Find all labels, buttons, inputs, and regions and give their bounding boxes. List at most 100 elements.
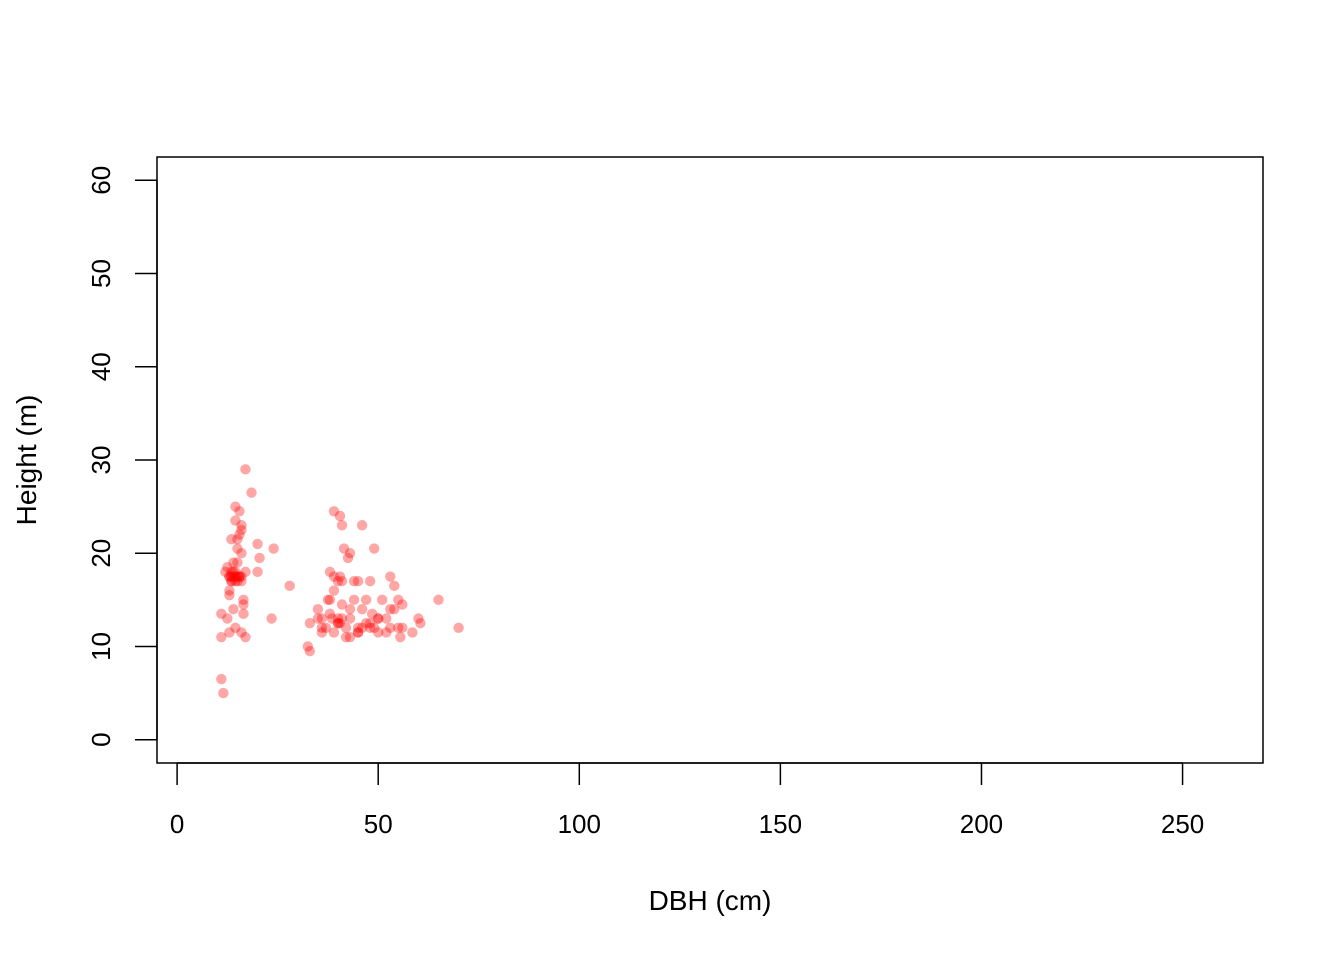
data-point xyxy=(320,622,332,634)
data-point xyxy=(385,603,396,615)
data-point xyxy=(228,566,239,578)
data-point xyxy=(226,566,237,578)
data-point xyxy=(407,627,418,638)
data-point xyxy=(226,534,237,545)
data-point xyxy=(352,627,364,638)
data-point xyxy=(352,622,364,634)
data-point xyxy=(252,566,263,578)
data-point xyxy=(415,617,426,629)
data-point xyxy=(395,631,406,643)
data-point xyxy=(356,603,368,615)
data-point xyxy=(236,627,247,638)
data-point xyxy=(232,543,243,554)
data-point xyxy=(389,580,400,592)
data-point xyxy=(338,543,350,554)
data-point xyxy=(232,571,243,582)
data-point xyxy=(224,571,235,582)
data-point xyxy=(348,576,360,587)
data-point xyxy=(336,613,348,624)
data-point xyxy=(266,613,277,624)
data-point xyxy=(316,613,328,624)
data-point xyxy=(324,608,336,620)
data-point xyxy=(328,506,340,517)
data-point xyxy=(385,622,396,634)
data-point xyxy=(366,608,378,620)
data-point xyxy=(216,608,227,620)
data-point xyxy=(234,571,245,582)
data-point xyxy=(222,562,233,573)
data-point xyxy=(364,617,376,629)
data-point xyxy=(304,617,316,629)
data-point xyxy=(368,543,380,554)
data-point xyxy=(230,622,241,634)
data-point xyxy=(360,594,372,606)
data-point xyxy=(324,594,336,606)
data-point xyxy=(230,515,241,526)
y-tick-label: 40 xyxy=(86,352,116,381)
data-point xyxy=(234,506,245,517)
data-point xyxy=(232,557,243,568)
data-point xyxy=(328,585,340,596)
data-point xyxy=(381,627,392,638)
data-point xyxy=(240,464,251,475)
data-point xyxy=(230,571,241,582)
x-axis: 0 50 100 150 200 250 xyxy=(170,762,1204,839)
data-point xyxy=(332,617,344,629)
data-point xyxy=(332,617,344,629)
data-point xyxy=(232,534,243,545)
data-point xyxy=(236,571,247,582)
data-point xyxy=(216,673,227,685)
data-point xyxy=(336,599,348,610)
data-point xyxy=(328,627,340,638)
data-point xyxy=(312,603,324,615)
data-point xyxy=(316,627,328,638)
data-point xyxy=(236,524,247,536)
data-point xyxy=(312,613,324,624)
data-point xyxy=(220,566,231,578)
data-point xyxy=(218,687,229,699)
data-point xyxy=(268,543,279,554)
data-point xyxy=(328,571,340,582)
data-point xyxy=(413,613,424,624)
y-axis: 0 10 20 30 40 50 60 xyxy=(86,166,158,747)
data-point xyxy=(230,576,241,587)
data-point xyxy=(302,641,314,652)
x-tick-label: 50 xyxy=(364,809,393,839)
data-point xyxy=(348,594,360,606)
data-point xyxy=(334,617,346,629)
data-point xyxy=(356,622,368,634)
data-point xyxy=(238,599,249,610)
data-point xyxy=(226,576,237,587)
data-point xyxy=(238,594,249,606)
data-point xyxy=(246,487,257,498)
data-point xyxy=(334,571,346,582)
data-point xyxy=(232,576,243,587)
data-point xyxy=(228,557,239,568)
y-tick-label: 0 xyxy=(86,732,116,746)
data-point xyxy=(344,603,356,615)
x-tick-label: 0 xyxy=(170,809,184,839)
data-point xyxy=(240,566,251,578)
data-point xyxy=(356,520,368,531)
data-point xyxy=(397,599,408,610)
x-axis-title: DBH (cm) xyxy=(649,885,772,916)
data-point xyxy=(334,510,346,522)
data-point xyxy=(385,571,396,582)
data-point xyxy=(336,520,348,531)
x-tick-label: 250 xyxy=(1161,809,1204,839)
data-point xyxy=(230,566,241,578)
data-point xyxy=(234,529,245,540)
data-point xyxy=(216,631,227,643)
data-point xyxy=(254,552,265,564)
data-point xyxy=(368,622,380,634)
data-point xyxy=(433,594,444,606)
data-point xyxy=(228,571,239,582)
data-point xyxy=(238,608,249,620)
data-point xyxy=(364,576,376,587)
data-point xyxy=(324,566,336,578)
data-point xyxy=(226,576,237,587)
data-point xyxy=(240,631,251,643)
x-tick-label: 200 xyxy=(960,809,1003,839)
data-point xyxy=(228,603,239,615)
